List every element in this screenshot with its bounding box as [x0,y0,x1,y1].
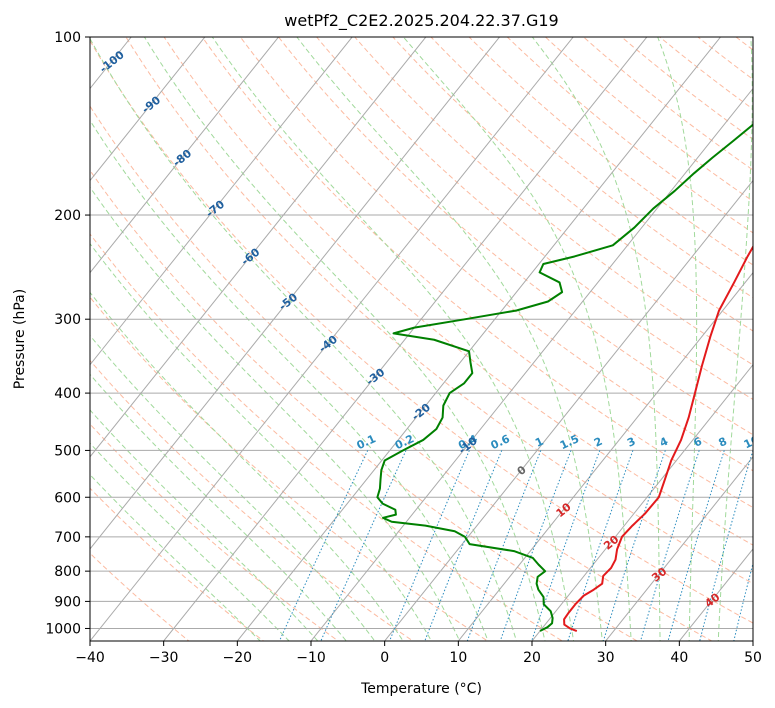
y-tick-label: 600 [54,490,81,506]
mixing-ratio-line [499,450,572,641]
x-tick-label: −40 [75,650,105,666]
axes: −40 −30 −20 −10 0 10 20 30 40 50 100 200 300 400 500 60… [45,30,762,666]
dry-adiabat-line [90,487,265,641]
dry-adiabat-line [354,37,753,366]
dry-adiabat-line [90,296,489,641]
isotherm-line [90,37,427,458]
x-tick-label: 30 [597,650,615,666]
isotherm-line [384,179,753,641]
moist-adiabat-line [90,442,290,641]
mixing-ratio-line [278,450,369,641]
y-tick-label: 800 [54,564,81,580]
background-lines [90,37,753,641]
dry-adiabat-line [201,37,753,509]
dry-adiabat-line [90,233,564,641]
y-tick-label: 500 [54,443,81,459]
dry-adiabat-line [90,39,753,624]
moist-adiabat-line [90,473,261,641]
profiles [376,123,753,632]
y-tick-label: 200 [54,208,81,224]
dewpoint-profile [376,123,753,632]
isotherm-line [236,37,722,641]
x-tick-label: −10 [296,650,326,666]
moist-adiabat-line [211,37,575,641]
isotherm-line [90,37,574,641]
chart-title: wetPf2_C2E2.2025.204.22.37.G19 [284,11,558,31]
x-tick-label: 40 [670,650,688,666]
dry-adiabat-line [90,105,713,641]
mixing-ratio-line [602,450,666,641]
temperature-profile [563,244,753,632]
y-tick-label: 700 [54,530,81,546]
moist-adiabat-line [296,37,603,641]
mixing-ratio-line [424,450,503,641]
mixing-ratio-line [667,450,725,641]
dry-adiabat-line [163,37,753,546]
plot-frame [89,36,754,642]
dry-adiabat-line [430,37,753,299]
isotherm-line [531,363,753,641]
dry-adiabat-line [315,37,753,401]
isotherm-line [90,37,353,366]
isotherm-line [90,37,501,550]
x-tick-label: 10 [449,650,467,666]
mixing-ratio-line [640,450,700,641]
isotherm-line [90,37,206,182]
x-tick-label: −30 [149,650,179,666]
mixing-ratio-line [567,450,634,641]
mixing-ratio-line [531,450,601,641]
y-tick-label: 400 [54,386,81,402]
x-tick-label: −20 [223,650,253,666]
isotherm-line [310,87,753,641]
dry-adiabat-line [277,37,753,436]
y-tick-label: 900 [54,594,81,610]
x-axis-label: Temperature (°C) [360,681,482,697]
y-tick-label: 300 [54,312,81,328]
mixing-ratio-label: 10 [742,433,762,451]
y-tick-label: 100 [54,30,81,46]
isotherm-line [163,37,648,641]
x-tick-label: 20 [523,650,541,666]
y-axis-label: Pressure (hPa) [12,289,28,389]
mixing-ratio-line [466,450,542,641]
dry-adiabat-line [544,37,753,202]
x-tick-label: 50 [744,650,762,666]
mixing-ratio-line [389,450,470,641]
isotherm-line [90,37,280,274]
y-tick-label: 1000 [45,621,81,637]
x-tick-label: 0 [380,650,389,666]
dry-adiabat-line [125,37,753,585]
isotherm-line [605,456,753,641]
dry-adiabat-line [506,37,753,234]
